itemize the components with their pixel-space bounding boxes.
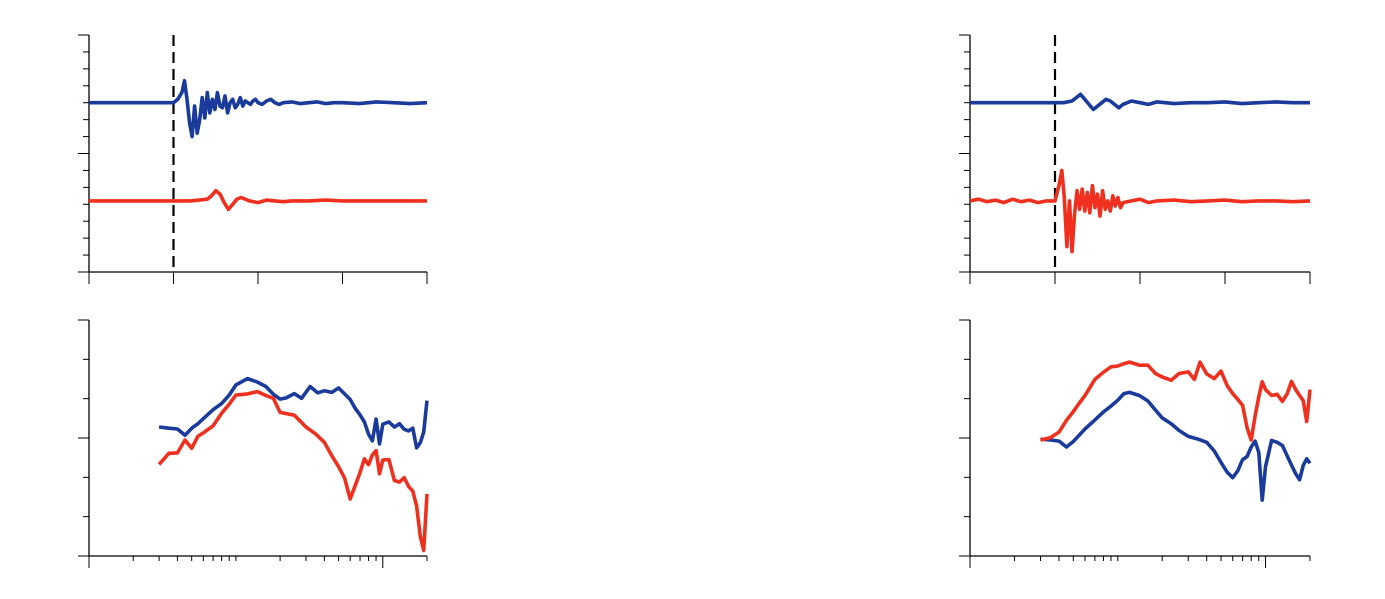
series-line-red xyxy=(157,389,429,553)
panel-top-right xyxy=(959,34,1311,284)
panel-bottom-right xyxy=(959,319,1312,568)
series-line-blue xyxy=(89,78,428,139)
series-line-red xyxy=(969,168,1311,254)
panel-bottom-left xyxy=(78,319,429,568)
series-line-blue xyxy=(1040,390,1312,502)
series-line-red xyxy=(1040,360,1312,442)
series-line-red xyxy=(89,188,427,212)
panel-top-left xyxy=(78,34,428,284)
series-line-blue xyxy=(158,376,429,450)
series-line-blue xyxy=(970,92,1310,112)
